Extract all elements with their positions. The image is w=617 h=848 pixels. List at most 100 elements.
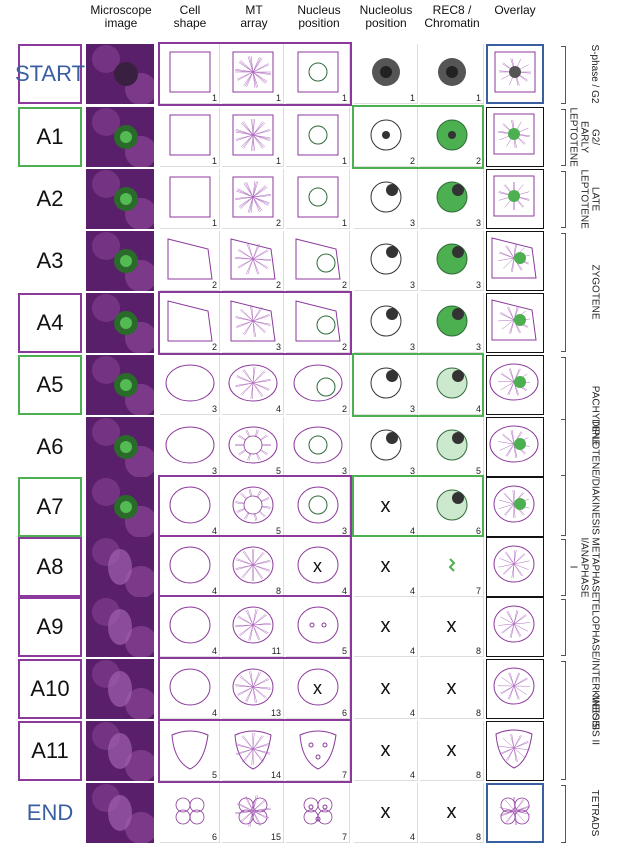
row-label-a7: A7 (18, 477, 82, 537)
row-label-start: START (15, 44, 85, 104)
state-number: 5 (275, 526, 281, 536)
microscope-image (86, 597, 154, 657)
nucleolus-position-diagram: 3 (354, 293, 418, 353)
state-number: 1 (211, 156, 217, 166)
state-number: 4 (211, 646, 217, 656)
state-number: 1 (275, 93, 281, 103)
mt-array-diagram: 5 (222, 417, 284, 477)
overlay-diagram (486, 597, 544, 657)
state-number: 4 (409, 708, 415, 718)
cell-shape-diagram: 1 (160, 169, 220, 229)
cell-shape-diagram: 2 (160, 231, 220, 291)
state-number: 6 (211, 832, 217, 842)
microscope-image (86, 355, 154, 415)
state-number: 1 (475, 93, 481, 103)
overlay-diagram (486, 44, 544, 104)
header-cell-shape: Cell shape (173, 3, 207, 30)
absent-x-mark: x (380, 801, 391, 823)
nucleus-position-diagram: 2 (286, 231, 350, 291)
state-number: 2 (275, 280, 281, 290)
state-number: 5 (341, 646, 347, 656)
stage-label: ZYGOTENE (589, 263, 600, 319)
absent-x-mark: x (446, 801, 457, 823)
overlay-diagram (486, 231, 544, 291)
mt-array-diagram: 2 (222, 231, 284, 291)
cell-shape-diagram: 3 (160, 355, 220, 415)
stage-bracket (561, 599, 566, 656)
cell-shape-diagram: 5 (160, 721, 220, 781)
stage-label: METAPHASE I/ANAPHASE I (567, 537, 600, 598)
stage-label: S-phase / G2 (589, 44, 600, 104)
state-number: 13 (270, 708, 281, 718)
stage-bracket (561, 661, 566, 780)
state-number: 1 (211, 218, 217, 228)
state-number: 1 (211, 93, 217, 103)
absent-x-mark: x (313, 678, 322, 698)
stage-label: TELOPHASE/INTERKINESIS (589, 597, 600, 730)
stage-bracket (561, 233, 566, 352)
stage-bracket (561, 171, 566, 228)
row-label-a5: A5 (18, 355, 82, 415)
state-number: 5 (211, 770, 217, 780)
state-number: 4 (211, 586, 217, 596)
nucleolus-position-diagram: 3 (354, 355, 418, 415)
state-number: 1 (341, 93, 347, 103)
state-number: 2 (341, 280, 347, 290)
stage-bracket (561, 419, 566, 536)
stage-label: DIPLOTENE/DIAKINESIS (589, 418, 600, 535)
state-number: 1 (341, 156, 347, 166)
cell-shape-diagram: 4 (160, 597, 220, 657)
state-number: 3 (475, 280, 481, 290)
state-number: 14 (270, 770, 281, 780)
mt-array-diagram: 11 (222, 597, 284, 657)
state-number: 8 (475, 646, 481, 656)
nucleolus-position-diagram: 2 (354, 107, 418, 167)
state-number: 3 (341, 466, 347, 476)
nucleus-position-diagram: 7 (286, 783, 350, 843)
row-label-a10: A10 (18, 659, 82, 719)
stage-bracket (561, 109, 566, 166)
state-number: 3 (341, 526, 347, 536)
stage-label: G2/ EARLY LEPTOTENE (567, 107, 600, 167)
absent-x-mark: x (446, 615, 457, 637)
state-number: 11 (271, 646, 281, 656)
overlay-diagram (486, 659, 544, 719)
mt-array-diagram: 13 (222, 659, 284, 719)
state-number: 5 (275, 466, 281, 476)
cell-shape-diagram: 6 (160, 783, 220, 843)
row-label-a2: A2 (36, 186, 64, 211)
microscope-image (86, 293, 154, 353)
state-number: 8 (475, 832, 481, 842)
state-number: 4 (409, 646, 415, 656)
rec8-chromatin-diagram: 3 (420, 231, 484, 291)
mt-array-diagram: 2 (222, 169, 284, 229)
cell-shape-diagram: 1 (160, 44, 220, 104)
state-number: 4 (409, 832, 415, 842)
nucleus-position-diagram: 3 (286, 417, 350, 477)
overlay-diagram (486, 169, 544, 229)
cell-shape-diagram: 3 (160, 417, 220, 477)
stage-bracket (561, 46, 566, 104)
row-label-a9: A9 (18, 597, 82, 657)
state-number: 3 (409, 218, 415, 228)
overlay-diagram (486, 355, 544, 415)
state-number: 6 (341, 708, 347, 718)
nucleus-position-diagram: 2 (286, 293, 350, 353)
state-number: 8 (275, 586, 281, 596)
nucleus-position-diagram: 1 (286, 107, 350, 167)
rec8-chromatin-diagram: 5 (420, 417, 484, 477)
state-number: 4 (275, 404, 281, 414)
rec8-chromatin-diagram: 6 (420, 477, 484, 537)
nucleus-position-diagram: 3 (286, 477, 350, 537)
state-number: 3 (409, 404, 415, 414)
row-label-a8: A8 (18, 537, 82, 597)
overlay-diagram (486, 417, 544, 477)
overlay-diagram (486, 721, 544, 781)
row-label-a4: A4 (18, 293, 82, 353)
